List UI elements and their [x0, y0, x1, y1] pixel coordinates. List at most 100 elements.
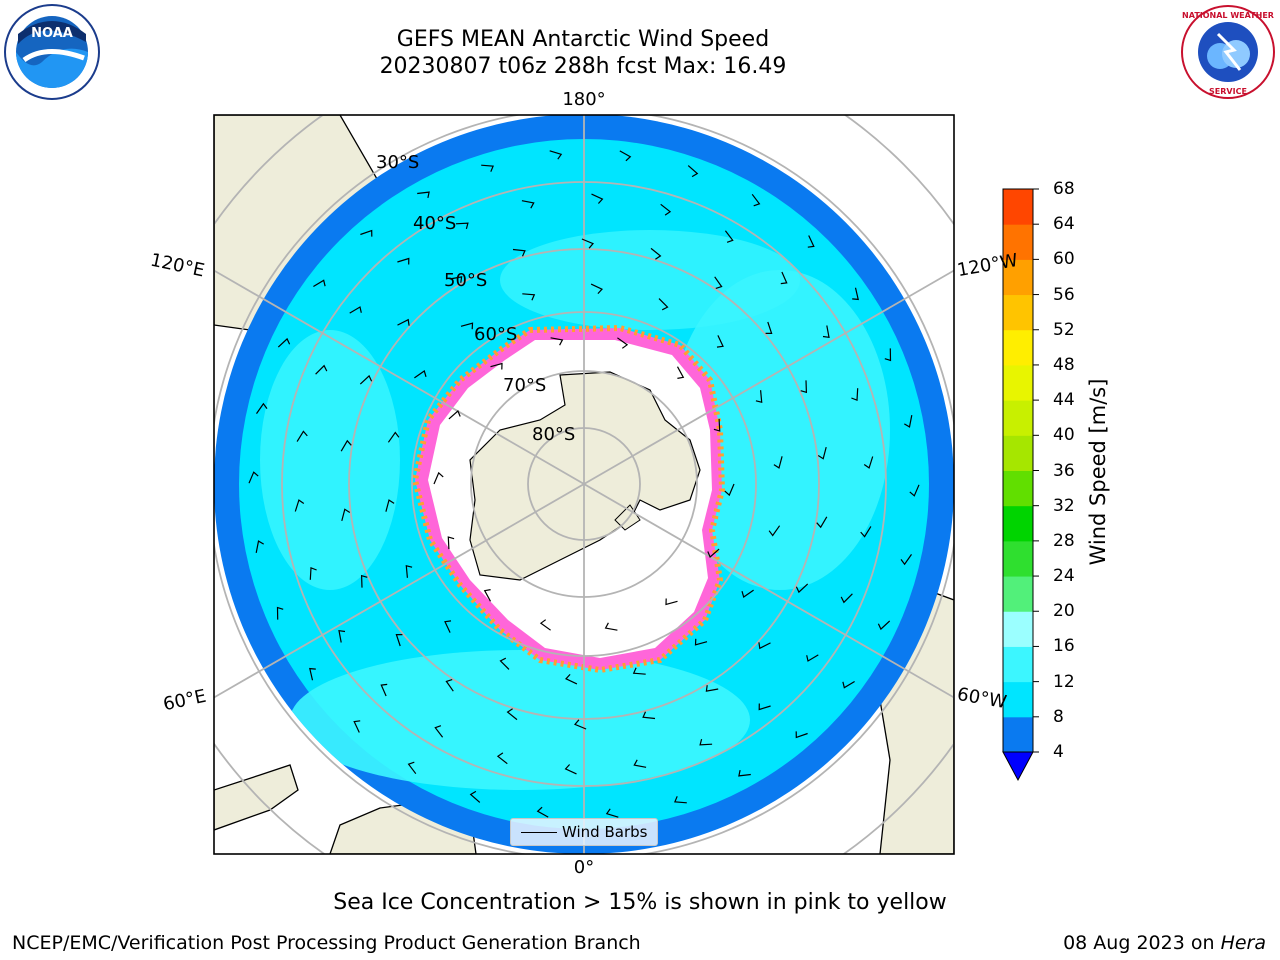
wind-barb — [806, 654, 819, 662]
nws-logo: NATIONAL WEATHER SERVICE — [1181, 5, 1275, 99]
footer-host: Hera — [1220, 932, 1266, 954]
wind-barb — [353, 720, 361, 733]
footer-date: 08 Aug 2023 on Hera — [1063, 932, 1266, 954]
wind-barb — [277, 337, 291, 348]
svg-text:NOAA: NOAA — [31, 26, 73, 41]
colorbar-tick-label: 36 — [1053, 460, 1075, 481]
wind-barb — [852, 287, 859, 301]
wind-barb — [758, 703, 771, 711]
wind-barb — [395, 634, 403, 647]
svg-text:NATIONAL WEATHER: NATIONAL WEATHER — [1182, 11, 1274, 20]
wind-barb — [574, 719, 587, 730]
colorbar-segment — [1003, 470, 1033, 507]
sea-ice-note: Sea Ice Concentration > 15% is shown in … — [333, 890, 947, 915]
colorbar-segment — [1003, 716, 1033, 753]
wind-barb — [414, 370, 427, 379]
wind-barb — [294, 499, 305, 512]
wind-barb — [349, 306, 362, 314]
colorbar-segment — [1003, 364, 1033, 401]
wind-barb — [716, 335, 724, 348]
wind-barb — [360, 229, 373, 237]
wind-barb — [755, 390, 763, 403]
wind-barb — [860, 526, 872, 538]
wind-barb — [660, 203, 672, 216]
wind-barb — [521, 200, 535, 209]
wind-barb — [315, 364, 328, 375]
wind-barb — [417, 191, 430, 199]
wind-barb — [512, 248, 526, 257]
wind-barb — [499, 657, 510, 670]
wind-barb — [550, 337, 564, 346]
wind-barb — [884, 348, 892, 362]
wind-barb — [397, 257, 410, 265]
colorbar-tick-label: 12 — [1053, 671, 1075, 692]
wind-barb — [387, 431, 400, 443]
wind-barb — [674, 796, 687, 804]
wind-barb — [633, 759, 647, 768]
wind-barb — [699, 738, 713, 746]
wind-barb — [632, 667, 646, 675]
wind-barb — [359, 374, 373, 385]
colorbar-segment — [1003, 435, 1033, 471]
lat-label-50s: 50°S — [444, 270, 488, 291]
colorbar-tick-label: 64 — [1053, 214, 1075, 235]
wind-barb — [506, 708, 518, 721]
wind-barb — [863, 456, 874, 469]
wind-barb — [380, 683, 388, 697]
colorbar-segment — [1003, 611, 1033, 647]
colorbar-tick-label: 44 — [1053, 390, 1075, 411]
wind-barb — [405, 565, 413, 578]
lon-label-180: 180° — [562, 89, 606, 110]
wind-barb — [536, 806, 549, 818]
wind-barb — [765, 321, 773, 334]
wind-barb — [800, 380, 808, 394]
colorbar-tick-label: 56 — [1053, 284, 1075, 305]
colorbar-tick-label: 60 — [1053, 249, 1075, 270]
colorbar-tick-label: 4 — [1053, 742, 1064, 762]
wind-barb — [447, 536, 455, 550]
wind-barb — [807, 235, 815, 248]
colorbar-segment — [1003, 681, 1033, 718]
wind-barb — [444, 620, 452, 633]
colorbar-segment — [1003, 400, 1033, 436]
wind-barb — [665, 598, 678, 606]
chart-title: GEFS MEAN Antarctic Wind Speed — [396, 27, 770, 52]
colorbar-segment — [1003, 505, 1033, 542]
wind-barb — [338, 629, 346, 643]
wind-barb — [687, 165, 699, 178]
wind-barb — [642, 711, 656, 720]
legend-line-sample — [521, 832, 557, 833]
wind-barb — [433, 471, 444, 485]
colorbar-tick-label: 32 — [1053, 495, 1075, 516]
wind-barb — [296, 430, 308, 442]
wind-barb — [619, 150, 632, 162]
wind-barb — [407, 761, 417, 775]
wind-barbs — [248, 150, 920, 818]
wind-barb — [738, 769, 751, 777]
wind-barb — [255, 540, 264, 554]
colorbar-segment — [1003, 576, 1033, 612]
wind-barb — [397, 318, 410, 326]
wind-barb — [707, 548, 720, 559]
colorbar-segment — [1003, 646, 1033, 683]
legend-label: Wind Barbs — [562, 823, 648, 841]
lat-label-60s: 60°S — [474, 324, 518, 345]
wind-barb — [445, 679, 454, 692]
colorbar-segment — [1003, 294, 1033, 331]
lat-label-30s: 30°S — [376, 152, 420, 173]
wind-barb — [448, 409, 461, 420]
wind-barb — [360, 574, 368, 588]
colorbar-segment — [1003, 540, 1033, 577]
wind-barb — [496, 752, 508, 765]
wind-barb — [900, 554, 912, 566]
wind-barb — [822, 325, 830, 339]
wind-barb — [481, 164, 494, 172]
wind-barb — [840, 593, 853, 604]
wind-barb — [455, 222, 469, 230]
wind-barb — [694, 638, 708, 646]
wind-barb — [309, 566, 317, 580]
lat-label-80s: 80°S — [532, 424, 576, 445]
footer-credit: NCEP/EMC/Verification Post Processing Pr… — [12, 932, 641, 954]
wind-barb — [313, 279, 326, 288]
